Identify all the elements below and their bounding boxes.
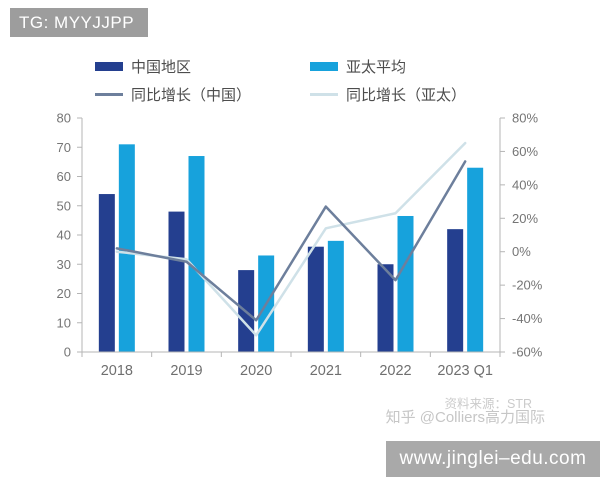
svg-text:20: 20 — [57, 286, 71, 301]
svg-text:40: 40 — [57, 228, 71, 243]
svg-text:-40%: -40% — [512, 311, 543, 326]
svg-text:70: 70 — [57, 140, 71, 155]
svg-text:10: 10 — [57, 315, 71, 330]
legend-item: 中国地区 — [95, 56, 310, 77]
watermark-badge: TG: MYYJJPP — [10, 8, 149, 37]
legend-swatch-bar — [310, 62, 338, 71]
legend-item: 亚太平均 — [310, 56, 495, 77]
svg-text:40%: 40% — [512, 177, 538, 192]
svg-text:2019: 2019 — [170, 363, 202, 379]
svg-text:20%: 20% — [512, 211, 538, 226]
svg-text:60: 60 — [57, 169, 71, 184]
footer-url: www.jinglei–edu.com — [399, 448, 587, 469]
svg-text:-20%: -20% — [512, 278, 543, 293]
svg-text:2023 Q1: 2023 Q1 — [437, 363, 493, 379]
legend-label: 中国地区 — [131, 59, 192, 76]
legend-swatch-line — [95, 93, 123, 96]
legend-swatch-line — [310, 93, 338, 96]
svg-text:-60%: -60% — [512, 345, 543, 360]
svg-text:2022: 2022 — [379, 363, 411, 379]
legend-item: 同比增长（中国） — [95, 84, 310, 105]
legend-label: 亚太平均 — [346, 59, 407, 76]
svg-text:80: 80 — [57, 111, 71, 126]
legend-item: 同比增长（亚太） — [310, 84, 495, 105]
source-note: 资料来源：STR — [444, 397, 532, 411]
svg-text:30: 30 — [57, 257, 71, 272]
svg-text:2018: 2018 — [101, 363, 133, 379]
author-watermark: 知乎 @Colliers高力国际 — [385, 409, 545, 426]
svg-text:60%: 60% — [512, 144, 538, 159]
svg-text:50: 50 — [57, 198, 71, 213]
svg-text:80%: 80% — [512, 111, 538, 126]
legend-label: 同比增长（亚太） — [346, 87, 467, 104]
footer-url-banner: www.jinglei–edu.com — [386, 441, 600, 477]
svg-text:0%: 0% — [512, 244, 531, 259]
svg-text:2021: 2021 — [310, 363, 342, 379]
legend: 中国地区 亚太平均同比增长（中国） 同比增长（亚太） — [95, 56, 495, 105]
legend-label: 同比增长（中国） — [131, 87, 252, 104]
svg-text:2020: 2020 — [240, 363, 272, 379]
legend-swatch-bar — [95, 62, 123, 71]
svg-text:0: 0 — [64, 345, 71, 360]
